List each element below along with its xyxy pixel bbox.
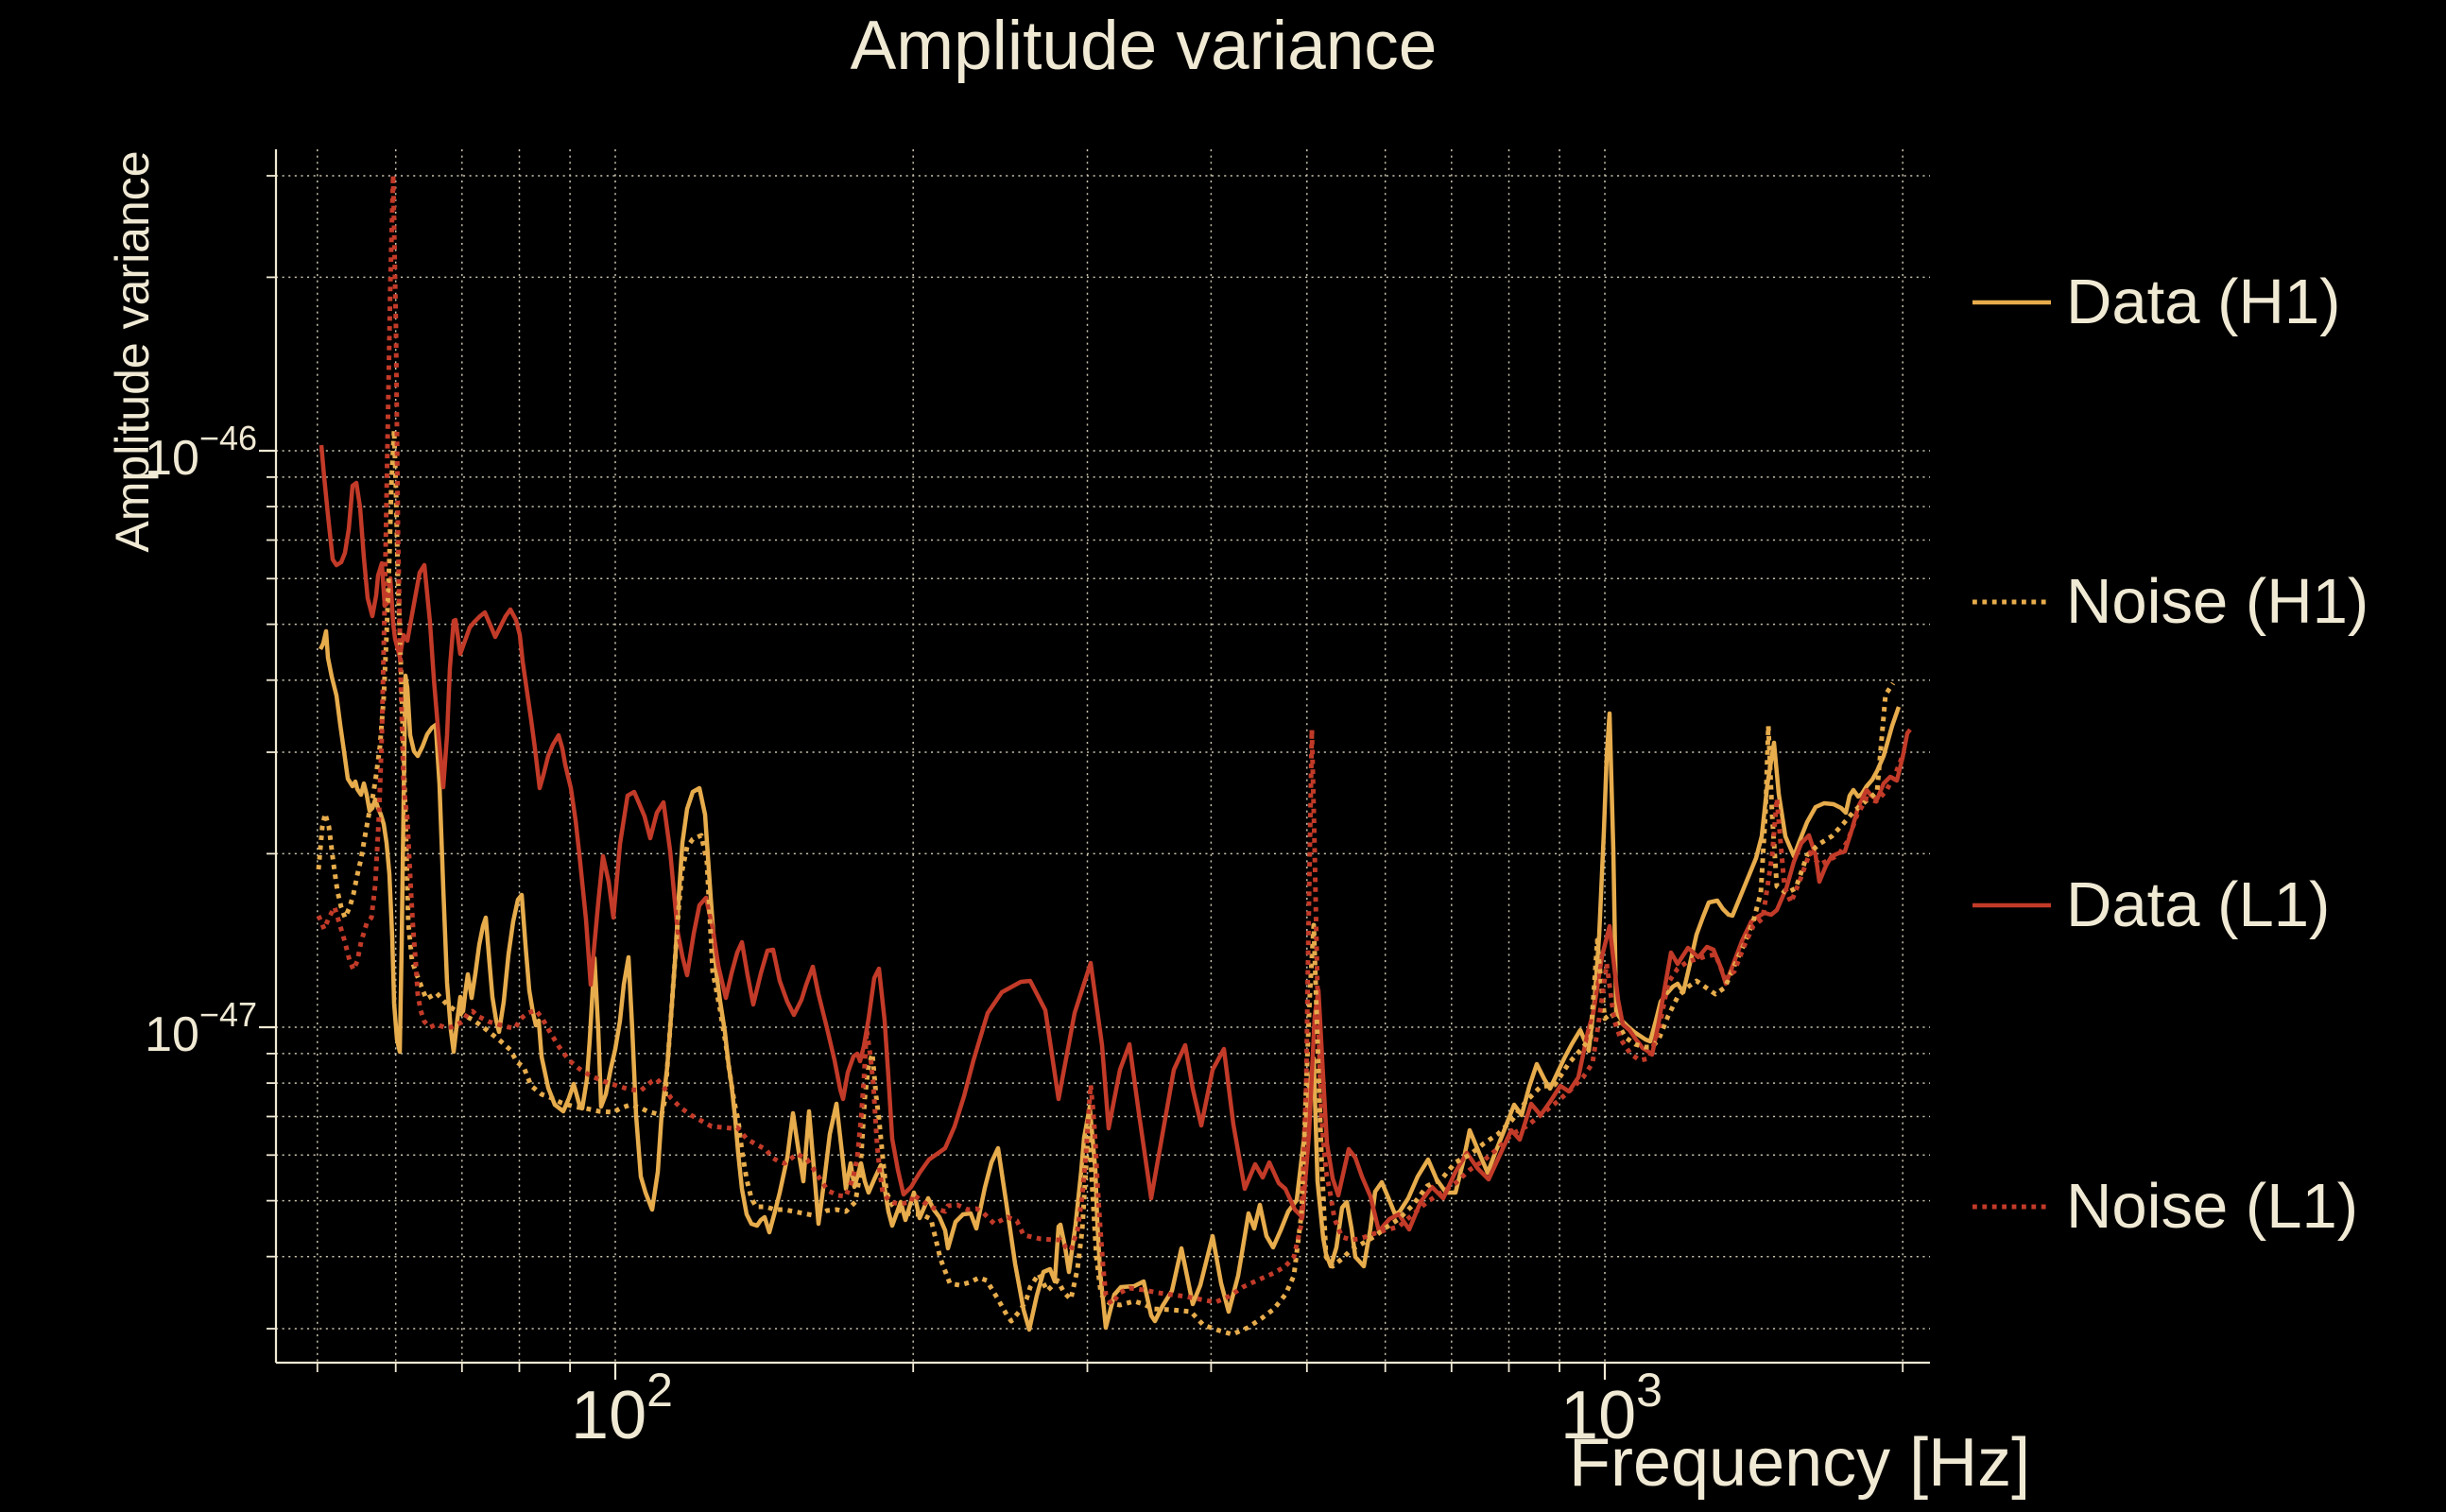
svg-text:Noise (L1): Noise (L1) [2066,1171,2358,1242]
svg-text:Frequency [Hz]: Frequency [Hz] [1569,1425,2030,1501]
svg-text:Amplitude variance: Amplitude variance [851,8,1438,84]
svg-text:Data (L1): Data (L1) [2066,869,2330,940]
svg-text:Amplitude variance: Amplitude variance [106,150,159,552]
svg-text:Noise (H1): Noise (H1) [2066,566,2368,637]
svg-text:Data (H1): Data (H1) [2066,266,2340,337]
